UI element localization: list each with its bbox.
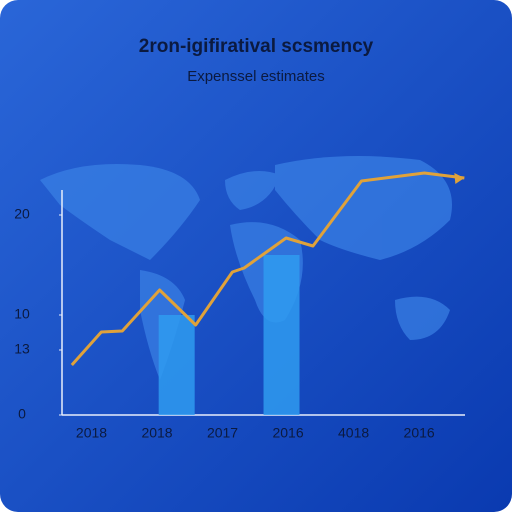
x-tick-label: 2018 [76,425,107,441]
x-tick-label: 2017 [207,425,238,441]
arrowhead [454,173,465,184]
world-map [40,156,452,380]
x-tick-label: 2018 [141,425,172,441]
x-tick-label: 4018 [338,425,369,441]
x-tick-label: 2016 [272,425,303,441]
chart-title: 2ron-igifiratival scsmency [139,36,374,57]
y-tick-label: 13 [14,341,30,357]
x-tick-label: 2016 [404,425,435,441]
y-tick-label: 0 [18,406,26,422]
line [70,171,465,366]
chart-subtitle: Expenssel estimates [187,68,325,85]
bar [158,315,195,415]
y-tick-label: 10 [14,306,30,322]
bar [263,255,300,415]
y-tick-label: 20 [14,206,30,222]
